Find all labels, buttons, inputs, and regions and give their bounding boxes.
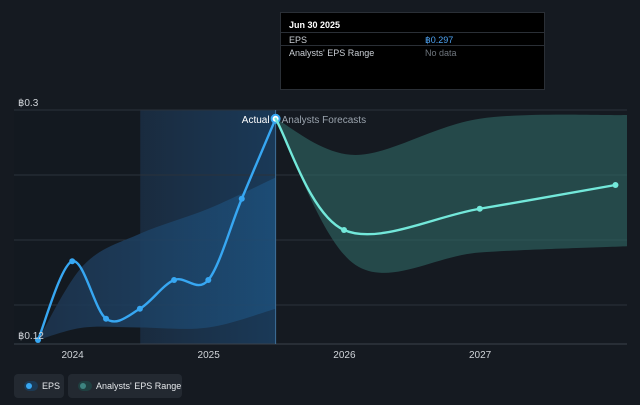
- forecast-range-band: [275, 114, 627, 273]
- actual-label: Actual: [242, 115, 270, 126]
- series-0-point-6: [238, 195, 245, 202]
- series-0-point-0: [35, 337, 41, 343]
- past-range-band: [38, 177, 276, 340]
- y-tick-bottom: ฿0.12: [18, 331, 44, 342]
- tooltip-row-eps: EPS ฿0.297: [281, 32, 544, 47]
- tooltip-row-range: Analysts' EPS Range No data: [281, 45, 544, 60]
- series-0-point-3: [136, 305, 143, 312]
- series-1-point-3: [612, 182, 619, 188]
- tooltip-date: Jun 30 2025: [289, 20, 341, 30]
- x-tick-2027: 2027: [469, 350, 492, 361]
- range-legend-icon: [78, 381, 92, 391]
- series-0-point-5: [205, 277, 212, 283]
- legend-eps-label: EPS: [42, 381, 61, 391]
- tooltip-range-label: Analysts' EPS Range: [289, 48, 375, 58]
- series-0-point-2: [103, 315, 110, 322]
- series-line-1: [274, 117, 617, 236]
- legend-range-button[interactable]: Analysts' EPS Range: [68, 374, 182, 398]
- series-0-point-1: [69, 258, 76, 265]
- eps-legend-icon: [24, 381, 38, 391]
- series-0-point-4: [171, 277, 178, 283]
- x-tick-2024: 2024: [61, 350, 84, 361]
- forecast-label: Analysts Forecasts: [282, 115, 366, 126]
- legend-range-label: Analysts' EPS Range: [96, 381, 182, 391]
- x-tick-2025: 2025: [198, 350, 221, 361]
- legend-eps-button[interactable]: EPS: [14, 374, 64, 398]
- tooltip-eps-value: ฿0.297: [425, 35, 454, 45]
- series-1-point-2: [476, 205, 483, 212]
- chart-tooltip: Jun 30 2025 EPS ฿0.297 Analysts' EPS Ran…: [280, 12, 545, 90]
- x-tick-2026: 2026: [333, 350, 356, 361]
- tooltip-range-value: No data: [425, 48, 457, 58]
- y-tick-top: ฿0.3: [18, 98, 39, 109]
- tooltip-eps-label: EPS: [289, 35, 308, 45]
- series-1-point-1: [341, 227, 348, 233]
